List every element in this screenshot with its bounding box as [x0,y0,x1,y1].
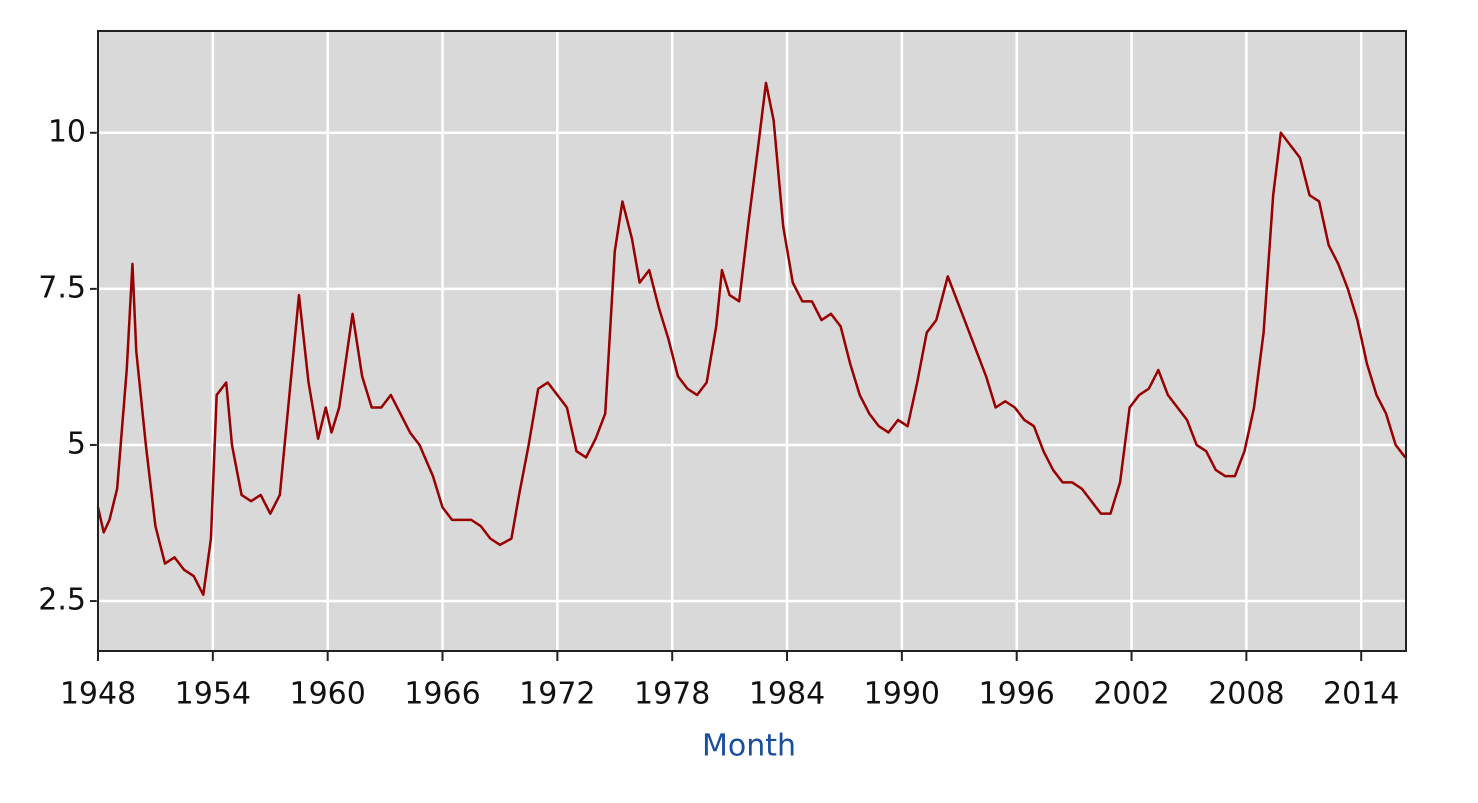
x-tick-label: 2002 [1093,677,1169,712]
x-axis-label: Month [702,729,796,764]
plot-area [97,30,1407,652]
x-tick-label: 1984 [749,677,825,712]
x-tick-label: 1972 [519,677,595,712]
x-tick-label: 1948 [60,677,136,712]
y-tick-label: 10 [48,114,86,149]
plot-area [97,30,1407,652]
x-tick-label: 1966 [404,677,480,712]
data-line [96,81,1407,597]
x-tick-label: 1954 [175,677,251,712]
x-tick-label: 2008 [1208,677,1284,712]
x-tick-label: 1978 [634,677,710,712]
x-tick-label: 1960 [289,677,365,712]
y-tick-label: 2.5 [38,583,86,618]
x-tick-label: 2014 [1323,677,1399,712]
y-tick-label: 7.5 [38,270,86,305]
y-tick-label: 5 [67,426,86,461]
x-tick-label: 1996 [979,677,1055,712]
x-tick-label: 1990 [864,677,940,712]
